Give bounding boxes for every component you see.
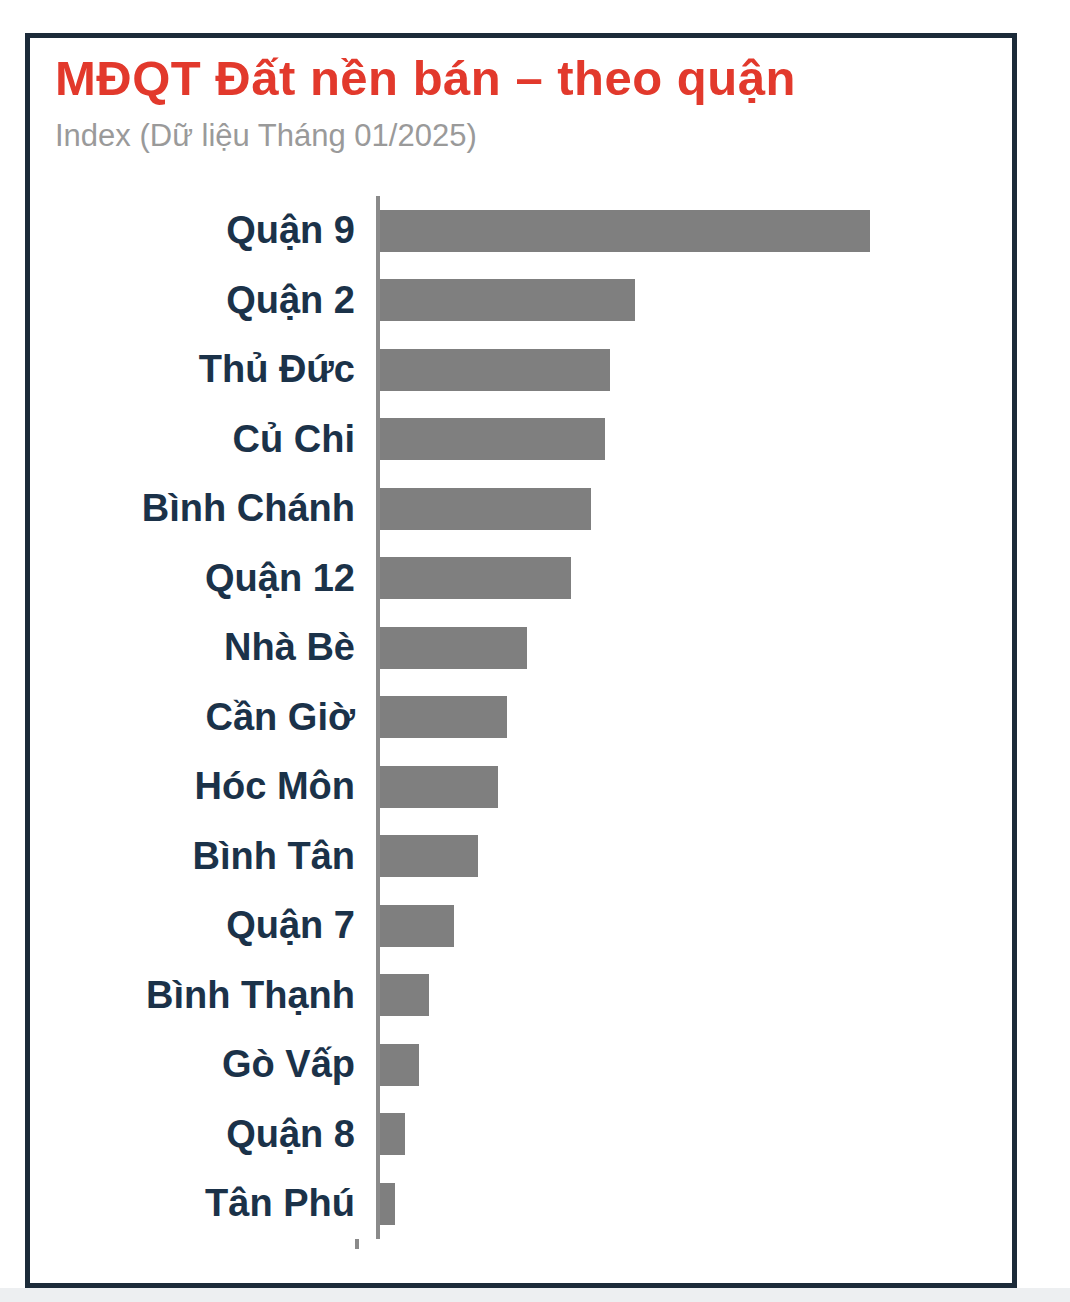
- bar: [380, 418, 605, 460]
- bar-row: Quận 12: [30, 544, 1012, 614]
- category-label: Củ Chi: [30, 418, 376, 461]
- bar-track: [376, 266, 870, 336]
- bar-row: Bình Chánh: [30, 474, 1012, 544]
- y-axis-line: [355, 1239, 359, 1249]
- category-label: Quận 7: [30, 904, 376, 947]
- chart-card: MĐQT Đất nền bán – theo quận Index (Dữ l…: [25, 33, 1017, 1288]
- bar-row: Tân Phú: [30, 1169, 1012, 1239]
- category-label: Quận 12: [30, 557, 376, 600]
- bar-track: [376, 891, 870, 961]
- bar: [380, 627, 527, 669]
- category-label: Quận 2: [30, 279, 376, 322]
- category-label: Nhà Bè: [30, 626, 376, 669]
- bar: [380, 279, 635, 321]
- category-label: Bình Thạnh: [30, 974, 376, 1017]
- bar: [380, 835, 478, 877]
- category-label: Thủ Đức: [30, 348, 376, 391]
- bar: [380, 1113, 405, 1155]
- bar-track: [376, 196, 870, 266]
- bar-track: [376, 1030, 870, 1100]
- bar-row: Gò Vấp: [30, 1030, 1012, 1100]
- bar-track: [376, 544, 870, 614]
- bar-row: Cần Giờ: [30, 683, 1012, 753]
- bar-track: [376, 1169, 870, 1239]
- category-label: Tân Phú: [30, 1182, 376, 1225]
- bar-row: Bình Tân: [30, 822, 1012, 892]
- bar-row: Quận 9: [30, 196, 1012, 266]
- bar-track: [376, 683, 870, 753]
- bar: [380, 349, 610, 391]
- bar: [380, 974, 429, 1016]
- bar: [380, 488, 591, 530]
- bar-track: [376, 613, 870, 683]
- page-title: MĐQT Đất nền bán – theo quận: [55, 52, 796, 106]
- bar-track: [376, 335, 870, 405]
- bar-chart: Quận 9 Quận 2 Thủ Đức Củ Chi Bình Chánh Quận …: [30, 196, 1012, 1249]
- category-label: Hóc Môn: [30, 765, 376, 808]
- bar: [380, 1183, 395, 1225]
- category-label: Gò Vấp: [30, 1043, 376, 1086]
- category-label: Bình Tân: [30, 835, 376, 878]
- bar-track: [376, 474, 870, 544]
- bar-row: Thủ Đức: [30, 335, 1012, 405]
- bar: [380, 210, 870, 252]
- bar-row: Nhà Bè: [30, 613, 1012, 683]
- bar-row: Hóc Môn: [30, 752, 1012, 822]
- bar: [380, 1044, 419, 1086]
- category-label: Bình Chánh: [30, 487, 376, 530]
- bar-track: [376, 1100, 870, 1170]
- bar-row: Quận 8: [30, 1100, 1012, 1170]
- bar-row: Quận 2: [30, 266, 1012, 336]
- bar-track: [376, 752, 870, 822]
- bar-row: Quận 7: [30, 891, 1012, 961]
- page-subtitle: Index (Dữ liệu Tháng 01/2025): [55, 118, 477, 154]
- bar-track: [376, 961, 870, 1031]
- bar: [380, 766, 498, 808]
- category-label: Cần Giờ: [30, 696, 376, 739]
- bar: [380, 905, 454, 947]
- category-label: Quận 8: [30, 1113, 376, 1156]
- bar: [380, 557, 571, 599]
- bar-rows: Quận 9 Quận 2 Thủ Đức Củ Chi Bình Chánh Quận …: [30, 196, 1012, 1239]
- bar-track: [376, 405, 870, 475]
- page-bottom-edge: [0, 1288, 1070, 1302]
- bar-track: [376, 822, 870, 892]
- bar-row: Củ Chi: [30, 405, 1012, 475]
- bar: [380, 696, 507, 738]
- page: MĐQT Đất nền bán – theo quận Index (Dữ l…: [0, 0, 1070, 1302]
- bar-row: Bình Thạnh: [30, 961, 1012, 1031]
- category-label: Quận 9: [30, 209, 376, 252]
